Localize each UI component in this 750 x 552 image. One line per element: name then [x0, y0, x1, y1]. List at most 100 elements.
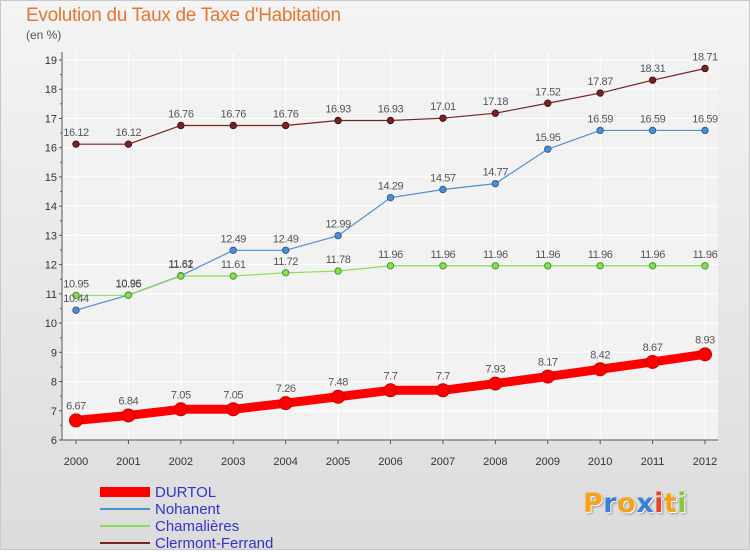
- legend-swatch-1: [100, 508, 150, 510]
- ytick-label-8: 14: [45, 201, 57, 213]
- point-1-4: [281, 246, 290, 254]
- data-label-3-11: 18.31: [640, 63, 666, 75]
- data-label-0-2: 7.05: [171, 389, 191, 401]
- point-3-1: [124, 140, 133, 148]
- ytick-label-1: 7: [51, 406, 57, 418]
- xtick-label-8: 2008: [483, 456, 507, 468]
- xtick-label-3: 2003: [221, 456, 245, 468]
- data-label-0-5: 7.48: [328, 377, 348, 389]
- legend-label-1: Nohanent: [155, 501, 221, 518]
- point-1-3: [229, 246, 237, 254]
- point-2-5: [334, 267, 342, 275]
- data-label-1-5: 12.99: [325, 219, 351, 231]
- proxiti-logo: Proxiti: [583, 488, 687, 519]
- data-label-0-1: 6.84: [119, 395, 139, 407]
- point-2-6: [386, 262, 395, 270]
- point-3-2: [177, 121, 185, 130]
- point-0-3: [226, 402, 241, 417]
- data-label-2-2: 11.61: [168, 259, 193, 271]
- data-label-1-0: 10.44: [63, 293, 89, 305]
- ytick-label-7: 13: [45, 230, 57, 242]
- data-label-1-4: 12.49: [273, 233, 299, 245]
- data-label-2-10: 11.96: [588, 249, 613, 261]
- ytick-label-11: 17: [45, 113, 57, 125]
- point-0-9: [540, 369, 555, 384]
- logo-letter-1: r: [603, 488, 618, 519]
- legend-label-0: DURTOL: [155, 484, 217, 501]
- ytick-label-9: 15: [45, 172, 57, 184]
- point-2-8: [491, 262, 500, 270]
- data-labels: 16.12 16.12 16.76 16.76 16.76 16.93 16.93 17.01…: [63, 51, 718, 412]
- point-2-7: [439, 262, 447, 270]
- data-label-2-6: 11.96: [378, 249, 403, 261]
- data-label-1-9: 15.95: [535, 132, 561, 144]
- data-label-1-12: 16.59: [692, 113, 718, 125]
- point-3-4: [281, 121, 290, 130]
- point-3-9: [544, 99, 552, 107]
- xtick-label-0: 2000: [64, 456, 88, 468]
- data-label-3-9: 17.52: [535, 86, 561, 98]
- xtick-label-2: 2002: [169, 456, 193, 468]
- data-label-0-0: 6.67: [66, 400, 86, 412]
- ytick-label-3: 9: [51, 347, 57, 359]
- data-label-3-8: 17.18: [483, 96, 509, 108]
- point-1-7: [439, 185, 447, 194]
- logo-letter-5: t: [663, 488, 678, 519]
- point-1-8: [491, 179, 500, 188]
- xtick-label-11: 2011: [641, 456, 665, 468]
- xtick-label-10: 2010: [588, 456, 612, 468]
- point-0-11: [645, 354, 660, 369]
- point-2-1: [124, 291, 133, 300]
- xtick-label-6: 2006: [378, 456, 402, 468]
- data-label-3-3: 16.76: [220, 108, 246, 120]
- data-label-1-1: 10.96: [116, 278, 142, 290]
- point-3-5: [334, 116, 342, 125]
- data-label-3-2: 16.76: [168, 108, 194, 120]
- data-label-0-7: 7.7: [436, 370, 450, 382]
- point-0-0: [69, 413, 83, 428]
- data-label-1-2: 11.62: [168, 259, 193, 271]
- data-label-2-8: 11.96: [483, 249, 508, 261]
- data-label-1-10: 16.59: [587, 113, 613, 125]
- xtick-label-5: 2005: [326, 456, 350, 468]
- point-2-9: [544, 262, 552, 270]
- legend-label-3: Clermont-Ferrand: [155, 535, 274, 552]
- data-label-2-11: 11.96: [640, 249, 665, 261]
- data-label-3-12: 18.71: [692, 51, 718, 63]
- point-2-4: [281, 269, 290, 277]
- data-label-2-4: 11.72: [273, 256, 298, 268]
- point-1-5: [334, 231, 342, 240]
- point-0-10: [593, 362, 608, 377]
- point-3-6: [386, 116, 395, 125]
- data-label-0-6: 7.7: [383, 370, 397, 382]
- data-label-0-9: 8.17: [538, 357, 558, 369]
- ytick-label-13: 19: [45, 55, 57, 67]
- xtick-label-7: 2007: [431, 456, 455, 468]
- chart-title: Evolution du Taux de Taxe d'Habitation: [26, 5, 341, 26]
- point-2-10: [596, 262, 604, 270]
- point-0-6: [383, 383, 398, 398]
- point-3-8: [491, 109, 500, 117]
- point-1-12: [701, 126, 709, 135]
- point-0-12: [698, 347, 712, 362]
- point-0-4: [278, 396, 293, 411]
- point-0-2: [173, 402, 188, 417]
- xtick-label-9: 2009: [536, 456, 560, 468]
- legend-swatch-2: [100, 525, 150, 527]
- point-0-1: [121, 408, 136, 423]
- data-label-3-0: 16.12: [63, 127, 89, 139]
- data-label-3-1: 16.12: [116, 127, 142, 139]
- point-1-11: [648, 126, 657, 135]
- data-label-3-4: 16.76: [273, 108, 299, 120]
- xtick-label-12: 2012: [693, 456, 717, 468]
- data-label-0-8: 7.93: [485, 364, 505, 376]
- xtick-label-1: 2001: [116, 456, 140, 468]
- point-0-7: [435, 383, 450, 398]
- data-label-1-3: 12.49: [220, 233, 246, 245]
- legend-swatch-3: [100, 542, 150, 544]
- point-1-0: [72, 306, 80, 314]
- data-label-0-12: 8.93: [695, 334, 715, 346]
- ytick-label-6: 12: [45, 260, 57, 272]
- data-label-1-8: 14.77: [483, 167, 509, 179]
- legend-swatch-0: [100, 487, 150, 497]
